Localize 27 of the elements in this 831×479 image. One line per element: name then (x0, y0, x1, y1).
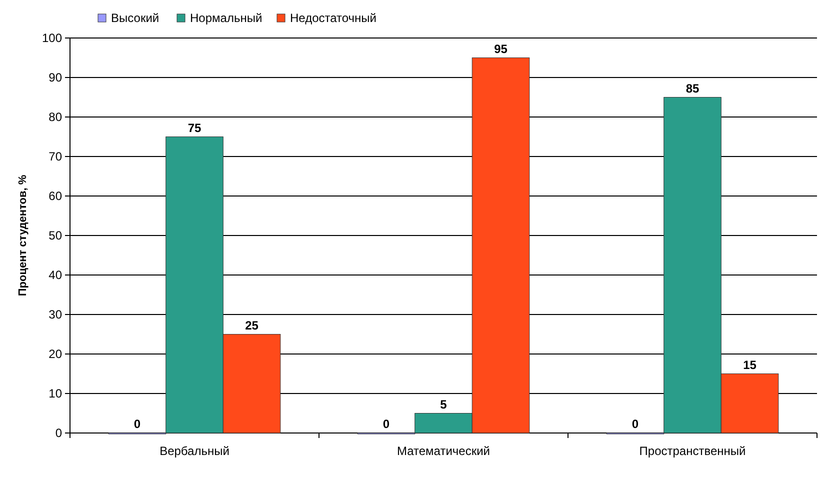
data-label: 0 (632, 417, 639, 431)
y-tick-label: 40 (48, 268, 62, 282)
data-label: 95 (494, 42, 508, 56)
legend-label: Высокий (111, 11, 160, 25)
y-tick-label: 80 (48, 110, 62, 124)
y-tick-label: 20 (48, 347, 62, 362)
data-label: 25 (245, 318, 259, 332)
legend-label: Нормальный (190, 11, 262, 25)
y-tick-label: 30 (48, 308, 62, 322)
y-tick-label: 100 (42, 31, 62, 46)
y-tick-label: 10 (48, 386, 62, 401)
data-label: 15 (743, 358, 757, 372)
data-label: 5 (440, 397, 448, 412)
legend-label: Недостаточный (290, 11, 377, 25)
y-tick-label: 60 (48, 189, 62, 204)
y-tick-label: 90 (48, 70, 62, 85)
data-label: 75 (188, 120, 202, 135)
y-tick-label: 50 (48, 228, 62, 243)
x-tick-label: Пространственный (639, 444, 746, 458)
y-tick-label: 0 (55, 426, 62, 440)
data-label: 85 (686, 81, 700, 96)
y-axis-title: Процент студентов, % (17, 174, 29, 296)
x-tick-label: Вербальный (160, 444, 230, 458)
data-label: 0 (382, 417, 390, 431)
data-label: 0 (134, 417, 141, 431)
x-tick-label: Математический (396, 444, 490, 458)
y-tick-label: 70 (48, 150, 62, 164)
